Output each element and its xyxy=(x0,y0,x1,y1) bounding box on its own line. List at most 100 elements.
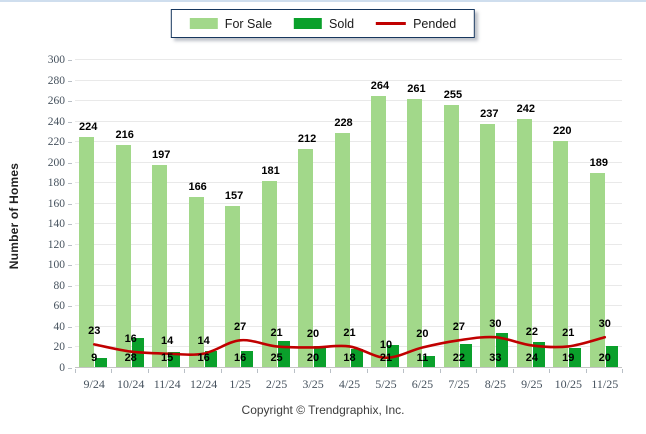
x-axis-label: 2/25 xyxy=(265,377,288,391)
x-axis-label: 11/24 xyxy=(153,377,181,391)
y-axis-tick-label: 180 xyxy=(47,177,65,190)
for-sale-value-label: 255 xyxy=(443,89,463,102)
sold-value-label: 22 xyxy=(452,352,466,364)
for-sale-bar xyxy=(261,181,277,367)
sold-value-label: 20 xyxy=(306,352,320,364)
sold-value-label: 19 xyxy=(562,352,575,364)
axis-tick xyxy=(184,369,186,373)
for-sale-bar xyxy=(407,99,423,367)
for-sale-bar xyxy=(443,105,459,367)
pended-line-icon xyxy=(376,22,407,25)
axis-tick xyxy=(111,369,113,373)
pended-value-label: 27 xyxy=(233,321,247,334)
axis-tick xyxy=(68,285,72,287)
axis-tick xyxy=(68,265,72,267)
x-axis-label: 7/25 xyxy=(448,377,470,391)
sold-value-label: 16 xyxy=(233,352,247,364)
sold-bar xyxy=(350,348,363,367)
sold-value-label: 25 xyxy=(270,352,283,364)
for-sale-value-label: 181 xyxy=(261,165,280,178)
sold-value-label: 28 xyxy=(124,352,137,364)
axis-tick xyxy=(68,347,72,349)
axis-tick xyxy=(549,369,551,373)
x-axis-label: 5/25 xyxy=(375,377,397,391)
x-axis-label: 8/25 xyxy=(484,377,507,391)
axis-tick xyxy=(439,369,441,373)
axis-tick xyxy=(585,369,587,373)
for-sale-value-label: 212 xyxy=(297,133,317,146)
sold-value-label: 11 xyxy=(416,352,429,364)
for-sale-bar xyxy=(516,118,532,367)
sold-bar xyxy=(241,350,254,367)
legend-label: Pended xyxy=(413,16,457,31)
legend-item-pended: Pended xyxy=(376,17,456,31)
y-axis-title: Number of Homes xyxy=(7,162,21,270)
plot-area: 224 23 9 216 16 28 197 14 15 166 14 16 157 27 16 181 21 2… xyxy=(75,59,622,368)
for-sale-value-label: 197 xyxy=(151,148,171,161)
y-axis-tick-label: 280 xyxy=(47,74,65,87)
axis-tick xyxy=(68,101,72,103)
gridline xyxy=(75,120,622,122)
y-axis-tick-label: 160 xyxy=(47,197,65,210)
axis-tick xyxy=(68,60,72,61)
sold-bar xyxy=(459,344,472,367)
for-sale-swatch-icon xyxy=(189,18,218,29)
for-sale-value-label: 220 xyxy=(553,125,572,138)
sold-value-label: 24 xyxy=(525,352,538,364)
axis-tick xyxy=(68,183,72,185)
axis-tick xyxy=(293,369,295,373)
copyright: Copyright © Trendgraphix, Inc. xyxy=(241,403,405,417)
for-sale-bar xyxy=(334,132,350,367)
axis-tick xyxy=(75,369,76,373)
legend-label: Sold xyxy=(329,16,355,31)
for-sale-bar xyxy=(480,123,496,367)
y-axis-tick-label: 40 xyxy=(53,320,66,333)
sold-swatch-icon xyxy=(294,18,323,29)
sold-value-label: 15 xyxy=(161,352,174,364)
top-accent-strip xyxy=(0,0,646,2)
axis-tick xyxy=(476,369,478,373)
y-axis-tick-label: 300 xyxy=(47,54,65,66)
y-axis-tick-label: 60 xyxy=(53,300,66,313)
pended-value-label: 14 xyxy=(197,334,210,347)
axis-tick xyxy=(68,203,72,205)
y-axis-tick-label: 260 xyxy=(47,95,65,108)
axis-tick xyxy=(512,369,514,373)
for-sale-value-label: 157 xyxy=(224,189,244,202)
for-sale-bar xyxy=(152,164,168,367)
pended-value-label: 14 xyxy=(161,334,174,347)
x-axis-label: 9/25 xyxy=(521,377,543,391)
axis-tick xyxy=(147,369,149,373)
legend: For Sale Sold Pended xyxy=(170,9,476,38)
for-sale-bar xyxy=(225,205,241,367)
sold-bar xyxy=(605,346,618,367)
legend-item-sold: Sold xyxy=(294,17,354,31)
pended-value-label: 21 xyxy=(270,327,283,340)
pended-value-label: 10 xyxy=(379,338,393,351)
pended-value-label: 23 xyxy=(88,325,101,338)
axis-tick xyxy=(68,121,72,123)
sold-bar xyxy=(532,342,545,367)
for-sale-value-label: 216 xyxy=(115,129,134,142)
for-sale-value-label: 189 xyxy=(589,156,608,169)
x-axis-label: 4/25 xyxy=(338,377,361,391)
pended-value-label: 20 xyxy=(416,328,429,341)
y-axis-tick-label: 220 xyxy=(47,136,65,149)
for-sale-value-label: 224 xyxy=(79,121,98,134)
sold-bar xyxy=(569,347,582,367)
axis-tick xyxy=(257,369,259,373)
x-axis-label: 10/24 xyxy=(117,377,145,391)
pended-value-label: 27 xyxy=(452,321,466,334)
gridline xyxy=(75,79,622,81)
axis-tick xyxy=(330,369,332,373)
x-axis-label: 6/25 xyxy=(411,377,434,391)
sold-bar xyxy=(423,355,436,367)
axis-tick xyxy=(68,306,72,308)
axis-tick xyxy=(68,142,72,144)
x-axis-label: 1/25 xyxy=(229,377,251,391)
sold-bar xyxy=(496,333,509,367)
legend-item-for-sale: For Sale xyxy=(189,17,272,31)
gridline xyxy=(75,100,622,102)
for-sale-bar xyxy=(115,145,131,367)
